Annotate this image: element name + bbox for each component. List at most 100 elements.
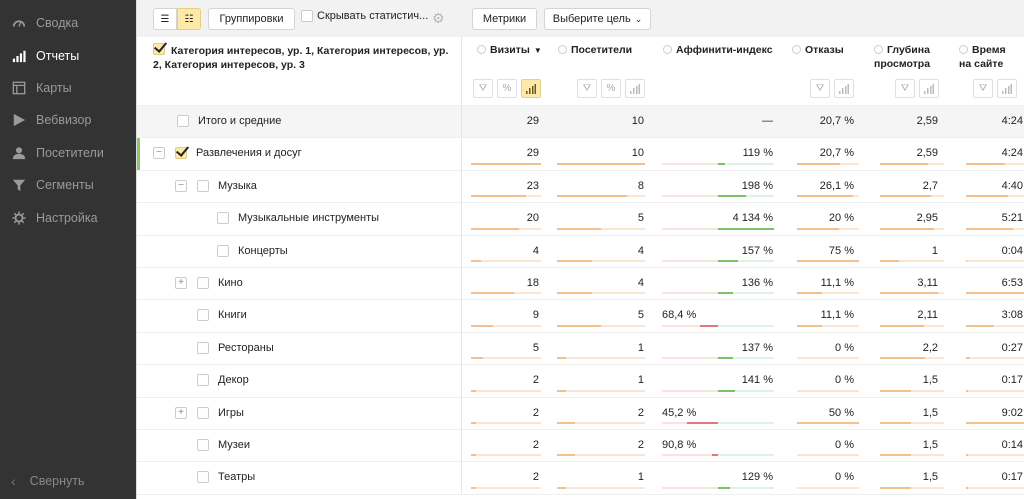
help-icon[interactable] (558, 45, 567, 54)
help-icon[interactable] (663, 45, 672, 54)
metrics-button[interactable]: Метрики (472, 8, 537, 30)
column-header-visits[interactable]: Визиты ▼ (477, 43, 542, 58)
funnel-icon (11, 177, 27, 193)
bar-chart-icon[interactable] (834, 79, 854, 98)
row-checkbox[interactable] (197, 341, 209, 354)
help-icon[interactable] (792, 45, 801, 54)
help-icon[interactable] (874, 45, 883, 54)
sidebar-item-summary[interactable]: Сводка (0, 7, 136, 39)
cell-affinity: 137 % (741, 341, 773, 354)
bar-chart-icon[interactable] (997, 79, 1017, 98)
visitors-column-tools: ⛛ % (577, 79, 645, 98)
filter-icon[interactable]: ⛛ (577, 79, 597, 98)
sidebar-item-label: Сегменты (36, 178, 94, 193)
filter-icon[interactable]: ⛛ (810, 79, 830, 98)
cell-depth: 2,59 (916, 115, 938, 127)
list-view-button[interactable]: ☰ (153, 8, 177, 30)
bar-chart-icon[interactable] (919, 79, 939, 98)
row-label: Игры (218, 406, 244, 419)
checkbox[interactable] (301, 10, 313, 22)
table-row[interactable]: Рестораны 5 1 137 % 0 % 2,2 0:27 (137, 332, 1024, 366)
expand-row-icon[interactable]: + (175, 276, 187, 289)
row-checkbox[interactable] (177, 115, 189, 127)
row-label: Развлечения и досуг (196, 147, 302, 160)
column-header-time[interactable]: Время на сайте (959, 43, 1006, 71)
value-bar (880, 454, 944, 457)
expand-row-icon[interactable]: + (175, 406, 187, 419)
cell-affinity: 141 % (741, 374, 773, 387)
table-row[interactable]: Книги 9 5 68,4 % 11,1 % 2,11 3:08 (137, 300, 1024, 333)
column-label: Посетители (571, 44, 633, 56)
tree-view-button[interactable]: ☷ (177, 8, 201, 30)
list-icon: ☰ (160, 13, 170, 25)
collapse-row-icon[interactable]: − (175, 179, 187, 192)
column-header-bounce[interactable]: Отказы (792, 43, 844, 57)
table-row[interactable]: + Игры 2 2 45,2 % 50 % 1,5 9:02 (137, 397, 1024, 430)
row-checkbox[interactable] (197, 438, 209, 451)
value-bar (557, 454, 645, 457)
cell-visits: 4 (532, 244, 539, 257)
table-row[interactable]: Музыкальные инструменты 20 5 4 134 % 20 % 2,9… (137, 203, 1024, 236)
column-header-depth[interactable]: Глубина просмотра (874, 43, 930, 71)
cell-affinity: 129 % (741, 471, 773, 484)
filter-icon[interactable]: ⛛ (473, 79, 493, 98)
table-row[interactable]: Театры 2 1 129 % 0 % 1,5 0:17 (137, 462, 1024, 495)
row-checkbox[interactable] (197, 471, 209, 484)
row-checkbox[interactable] (217, 244, 229, 257)
percent-icon[interactable]: % (601, 79, 621, 98)
row-checkbox[interactable] (197, 276, 209, 289)
totals-row[interactable]: Итого и средние 29 10 — 20,7 % 2,59 4:24 (137, 106, 1024, 139)
cell-time: 4:40 (1001, 179, 1023, 192)
sidebar-item-reports[interactable]: Отчеты (0, 39, 136, 71)
groupings-button[interactable]: Группировки (208, 8, 295, 30)
cell-bounce: 11,1 % (820, 276, 854, 289)
sidebar-item-settings[interactable]: Настройка (0, 201, 136, 233)
cell-time: 0:14 (1001, 438, 1023, 451)
table-row[interactable]: − Музыка 23 8 198 % 26,1 % 2,7 4:40 (137, 170, 1024, 204)
help-icon[interactable] (959, 45, 968, 54)
filter-icon[interactable]: ⛛ (895, 79, 915, 98)
cell-visitors: 1 (637, 471, 644, 484)
value-bar (797, 227, 859, 230)
toolbar: ☰ ☷ Группировки Скрывать статистич... ⚙ … (137, 0, 1024, 37)
row-checkbox[interactable] (197, 374, 209, 387)
value-bar (880, 292, 944, 295)
table-row[interactable]: Концерты 4 4 157 % 75 % 1 0:04 (137, 235, 1024, 268)
filter-icon[interactable]: ⛛ (973, 79, 993, 98)
row-checkbox[interactable] (197, 309, 209, 322)
goal-select[interactable]: Выберите цель ⌄ (544, 8, 651, 30)
sidebar-item-visitors[interactable]: Посетители (0, 137, 136, 169)
gear-icon[interactable]: ⚙ (432, 10, 445, 26)
table-row[interactable]: Декор 2 1 141 % 0 % 1,5 0:17 (137, 365, 1024, 398)
sidebar-item-maps[interactable]: Карты (0, 72, 136, 104)
bar-chart-icon[interactable] (521, 79, 541, 98)
cell-time: 4:24 (1001, 115, 1023, 127)
value-bar (966, 357, 1024, 360)
row-checkbox[interactable] (197, 179, 209, 192)
cell-bounce: 20,7 % (819, 115, 854, 127)
cell-depth: 1,5 (922, 406, 938, 419)
bar-chart-icon[interactable] (625, 79, 645, 98)
percent-icon[interactable]: % (497, 79, 517, 98)
sidebar-item-webvisor[interactable]: Вебвизор (0, 104, 136, 136)
table-row[interactable]: Музеи 2 2 90,8 % 0 % 1,5 0:14 (137, 429, 1024, 463)
select-all-checkbox[interactable] (153, 43, 165, 55)
table-row[interactable]: − Развлечения и досуг 29 10 119 % 20,7 % 2,59 4… (137, 138, 1024, 171)
cell-visits: 2 (532, 406, 539, 419)
depth-column-tools: ⛛ (895, 79, 939, 98)
row-dimension: Музыкальные инструменты (217, 212, 379, 225)
sidebar-item-segments[interactable]: Сегменты (0, 169, 136, 201)
hide-stats-checkbox[interactable]: Скрывать статистич... (301, 10, 428, 22)
help-icon[interactable] (477, 45, 486, 54)
row-checkbox[interactable] (197, 406, 209, 419)
column-header-visitors[interactable]: Посетители (558, 43, 632, 57)
collapse-row-icon[interactable]: − (153, 147, 165, 160)
cell-depth: 2,2 (922, 341, 938, 354)
row-checkbox[interactable] (217, 212, 229, 225)
table-row[interactable]: + Кино 18 4 136 % 11,1 % 3,11 6:53 (137, 267, 1024, 301)
row-checkbox[interactable] (175, 147, 187, 160)
collapse-sidebar-button[interactable]: ‹ Свернуть (11, 473, 85, 489)
value-bar (797, 357, 859, 360)
column-header-affinity[interactable]: Аффинити-индекс (663, 43, 773, 57)
cell-bounce: 11,1 % (820, 309, 854, 322)
